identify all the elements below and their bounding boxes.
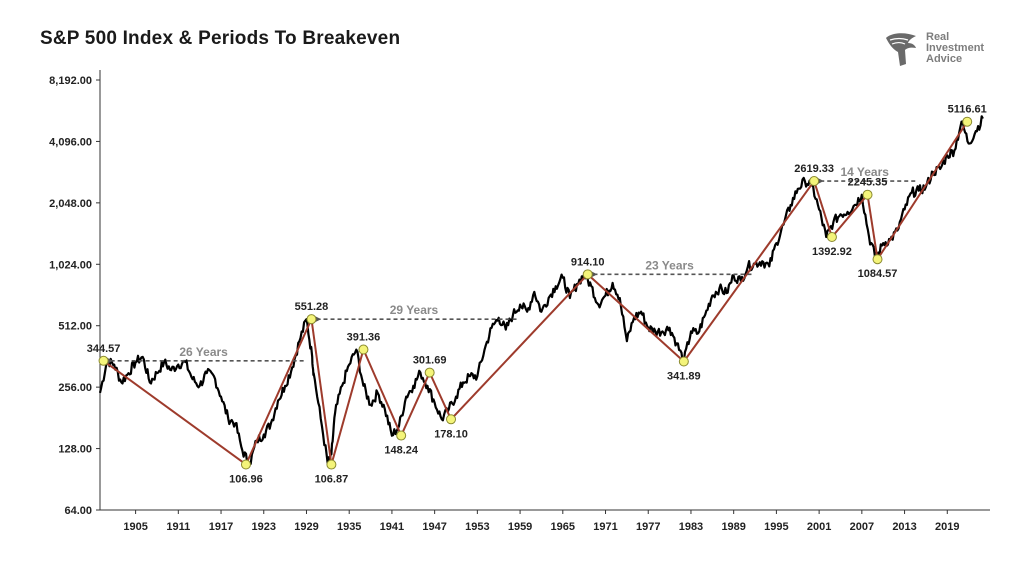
annotation-label: 106.87 xyxy=(315,474,349,486)
x-tick-label: 1947 xyxy=(422,521,446,533)
annotation-label: 551.28 xyxy=(295,301,329,313)
annotation-label: 1084.57 xyxy=(858,268,898,280)
y-tick-label: 512.00 xyxy=(58,321,92,333)
annotation-label: 2619.33 xyxy=(794,163,834,175)
breakeven-label: 14 Years xyxy=(840,165,889,179)
trend-segment xyxy=(310,319,333,465)
trend-segment xyxy=(587,273,685,363)
x-tick-label: 1995 xyxy=(764,521,788,533)
x-tick-label: 1935 xyxy=(337,521,361,533)
annotation-marker xyxy=(446,414,457,425)
trend-segment xyxy=(831,194,869,238)
annotation-label: 106.96 xyxy=(229,473,263,485)
annotation-marker xyxy=(424,367,435,378)
x-tick-label: 1929 xyxy=(294,521,318,533)
trend-segment xyxy=(102,360,247,466)
y-tick-label: 128.00 xyxy=(58,444,92,456)
x-tick-label: 1965 xyxy=(551,521,575,533)
trend-segment xyxy=(450,273,589,420)
annotation-marker xyxy=(862,189,873,200)
x-tick-label: 1971 xyxy=(593,521,617,533)
annotation-marker xyxy=(582,269,593,280)
annotation-label: 341.89 xyxy=(667,371,701,383)
annotation-marker xyxy=(678,356,689,367)
breakeven-label: 23 Years xyxy=(645,258,694,272)
annotation-label: 301.69 xyxy=(413,355,447,367)
y-tick-label: 8,192.00 xyxy=(49,75,92,87)
brand-name: Real Investment Advice xyxy=(926,32,984,65)
annotation-marker xyxy=(306,314,317,325)
trend-segment xyxy=(428,372,452,420)
y-tick-label: 64.00 xyxy=(64,505,92,517)
trend-segment xyxy=(330,349,365,465)
x-tick-label: 2007 xyxy=(850,521,874,533)
annotation-marker xyxy=(358,344,369,355)
annotation-label: 5116.61 xyxy=(948,104,987,116)
y-tick-label: 4,096.00 xyxy=(49,136,92,148)
breakeven-label: 29 Years xyxy=(390,303,439,317)
y-tick-label: 2,048.00 xyxy=(49,198,92,210)
trend-segment xyxy=(362,349,403,436)
annotation-label: 2245.35 xyxy=(848,177,888,189)
y-tick-label: 256.00 xyxy=(58,382,92,394)
x-tick-label: 1923 xyxy=(252,521,276,533)
annotation-marker xyxy=(240,459,251,470)
annotation-marker xyxy=(872,254,883,265)
brand-line-2: Investment xyxy=(926,42,985,54)
trend-segment xyxy=(866,194,879,260)
x-tick-label: 1905 xyxy=(123,521,147,533)
brand-logo: Real Investment Advice xyxy=(882,30,1012,72)
trend-segment xyxy=(683,180,815,363)
annotation-marker xyxy=(809,176,820,187)
x-tick-label: 2001 xyxy=(807,521,831,533)
trend-segment xyxy=(813,180,833,238)
annotation-marker xyxy=(396,430,407,441)
annotation-marker xyxy=(326,459,337,470)
x-tick-label: 1911 xyxy=(166,521,190,533)
annotation-label: 148.24 xyxy=(384,445,419,457)
eagle-icon xyxy=(886,33,916,66)
x-tick-label: 1977 xyxy=(636,521,660,533)
x-tick-label: 1941 xyxy=(380,521,404,533)
trend-segment xyxy=(245,318,313,465)
breakeven-label: 26 Years xyxy=(179,345,228,359)
annotation-label: 1392.92 xyxy=(812,246,852,258)
chart-title: S&P 500 Index & Periods To Breakeven xyxy=(40,28,401,49)
annotation-marker xyxy=(826,232,837,243)
y-tick-label: 1,024.00 xyxy=(49,259,92,271)
annotation-label: 914.10 xyxy=(571,256,605,268)
x-tick-label: 2019 xyxy=(935,521,959,533)
x-tick-label: 1989 xyxy=(721,521,745,533)
annotation-marker xyxy=(962,116,973,127)
trend-segment xyxy=(876,121,969,260)
trend-segment xyxy=(400,372,431,436)
x-tick-label: 1917 xyxy=(209,521,233,533)
x-tick-label: 1953 xyxy=(465,521,489,533)
x-tick-label: 1959 xyxy=(508,521,532,533)
brand-line-1: Real xyxy=(926,31,950,43)
annotation-label: 391.36 xyxy=(347,332,381,344)
x-tick-label: 2013 xyxy=(892,521,916,533)
brand-line-3: Advice xyxy=(926,53,963,65)
annotation-label: 344.57 xyxy=(87,343,121,355)
annotation-label: 178.10 xyxy=(434,428,468,440)
annotation-marker xyxy=(98,355,109,366)
x-tick-label: 1983 xyxy=(679,521,703,533)
